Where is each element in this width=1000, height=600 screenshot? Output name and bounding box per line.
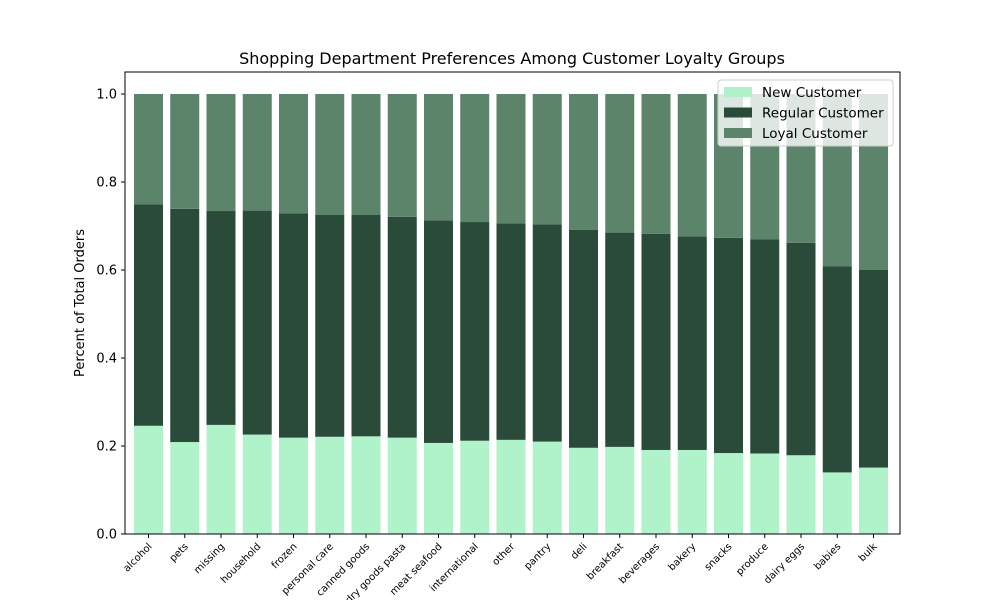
bar-frozen-series-1 — [279, 213, 308, 438]
bar-produce-series-0 — [750, 453, 780, 534]
y-tick-label: 0.0 — [96, 528, 117, 543]
bar-breakfast-series-0 — [605, 446, 635, 534]
chart-title: Shopping Department Preferences Among Cu… — [239, 49, 785, 68]
bar-canned-goods-series-1 — [351, 215, 381, 437]
bar-frozen-series-0 — [279, 437, 308, 534]
bar-bakery-series-2 — [677, 94, 707, 237]
bar-bulk-series-0 — [859, 467, 888, 534]
bar-international-series-1 — [460, 222, 490, 441]
bar-deli-series-0 — [569, 447, 598, 534]
bar-bulk-series-1 — [859, 270, 888, 468]
bar-other-series-0 — [496, 439, 526, 534]
bar-household-series-2 — [242, 94, 272, 211]
bar-deli-series-1 — [569, 229, 598, 448]
x-tick-label: snacks — [703, 541, 735, 573]
bar-beverages-series-0 — [641, 449, 671, 534]
bar-dairy-eggs-series-1 — [786, 242, 816, 456]
legend-swatch — [724, 107, 752, 118]
bar-household-series-0 — [242, 434, 272, 534]
x-tick-label: frozen — [270, 541, 300, 571]
bar-meat-seafood-series-1 — [424, 220, 453, 443]
y-tick-label: 0.2 — [96, 440, 117, 455]
bar-bakery-series-0 — [677, 449, 707, 534]
plot-frame — [124, 71, 901, 535]
bar-missing-series-2 — [206, 94, 236, 212]
bar-missing-series-0 — [206, 424, 236, 534]
bar-missing-series-1 — [206, 211, 236, 425]
bar-pantry-series-2 — [532, 94, 562, 225]
bar-dry-goods-pasta-series-2 — [387, 94, 417, 217]
bar-dairy-eggs-series-0 — [786, 455, 816, 534]
bar-beverages-series-1 — [641, 233, 671, 450]
bar-deli-series-2 — [569, 94, 598, 230]
bar-beverages-series-2 — [641, 94, 671, 234]
y-axis: 0.0 0.2 0.4 0.6 0.8 1.0 — [96, 88, 125, 543]
bar-babies-series-0 — [822, 472, 852, 534]
bar-household-series-1 — [242, 210, 272, 435]
x-tick-label: babies — [812, 541, 843, 572]
y-axis-label: Percent of Total Orders — [73, 229, 88, 377]
x-tick-label: other — [491, 541, 518, 568]
bar-breakfast-series-1 — [605, 232, 635, 447]
x-tick-label: missing — [192, 541, 227, 576]
legend-label: Loyal Customer — [762, 126, 868, 142]
x-tick-label: bakery — [666, 541, 698, 573]
bar-dry-goods-pasta-series-0 — [387, 437, 417, 534]
x-tick-label: pets — [168, 541, 191, 564]
bar-canned-goods-series-2 — [351, 94, 381, 215]
x-tick-label: produce — [734, 541, 771, 578]
bar-international-series-2 — [460, 94, 490, 223]
legend-label: Regular Customer — [762, 106, 884, 122]
x-tick-label: pantry — [522, 541, 553, 572]
bar-produce-series-1 — [750, 239, 780, 454]
bar-other-series-1 — [496, 223, 526, 440]
bar-meat-seafood-series-0 — [424, 442, 453, 534]
bar-canned-goods-series-0 — [351, 436, 381, 534]
bar-pets-series-0 — [170, 442, 200, 534]
bar-meat-seafood-series-2 — [424, 94, 453, 221]
bar-alcohol-series-1 — [134, 204, 163, 426]
bar-other-series-2 — [496, 94, 526, 224]
legend-swatch — [724, 128, 752, 138]
bar-breakfast-series-2 — [605, 94, 635, 233]
bar-personal-care-series-2 — [315, 94, 345, 215]
bar-snacks-series-0 — [714, 453, 743, 534]
bar-alcohol-series-0 — [134, 425, 163, 534]
bar-pets-series-1 — [170, 208, 200, 443]
x-tick-label: bulk — [857, 541, 880, 564]
legend-label: New Customer — [762, 85, 862, 101]
x-tick-label: deli — [569, 541, 590, 562]
bar-dry-goods-pasta-series-1 — [387, 216, 417, 438]
bar-international-series-0 — [460, 440, 490, 534]
bar-bakery-series-1 — [677, 236, 707, 450]
bar-pantry-series-1 — [532, 224, 562, 442]
bars-group — [134, 94, 888, 534]
y-tick-label: 0.8 — [96, 176, 117, 191]
legend: New Customer Regular Customer Loyal Custom… — [717, 79, 894, 147]
x-tick-label: alcohol — [122, 541, 155, 574]
bar-pantry-series-0 — [532, 441, 562, 534]
bar-personal-care-series-0 — [315, 436, 345, 534]
bar-snacks-series-1 — [714, 237, 743, 454]
bar-personal-care-series-1 — [315, 215, 345, 437]
bar-frozen-series-2 — [279, 94, 308, 214]
y-tick-label: 0.6 — [96, 264, 117, 279]
legend-swatch — [724, 87, 752, 97]
y-tick-label: 1.0 — [96, 88, 117, 103]
legend-box — [717, 79, 894, 147]
bar-alcohol-series-2 — [134, 94, 163, 205]
y-tick-label: 0.4 — [96, 352, 117, 367]
bar-pets-series-2 — [170, 94, 200, 209]
bar-babies-series-1 — [822, 266, 852, 473]
